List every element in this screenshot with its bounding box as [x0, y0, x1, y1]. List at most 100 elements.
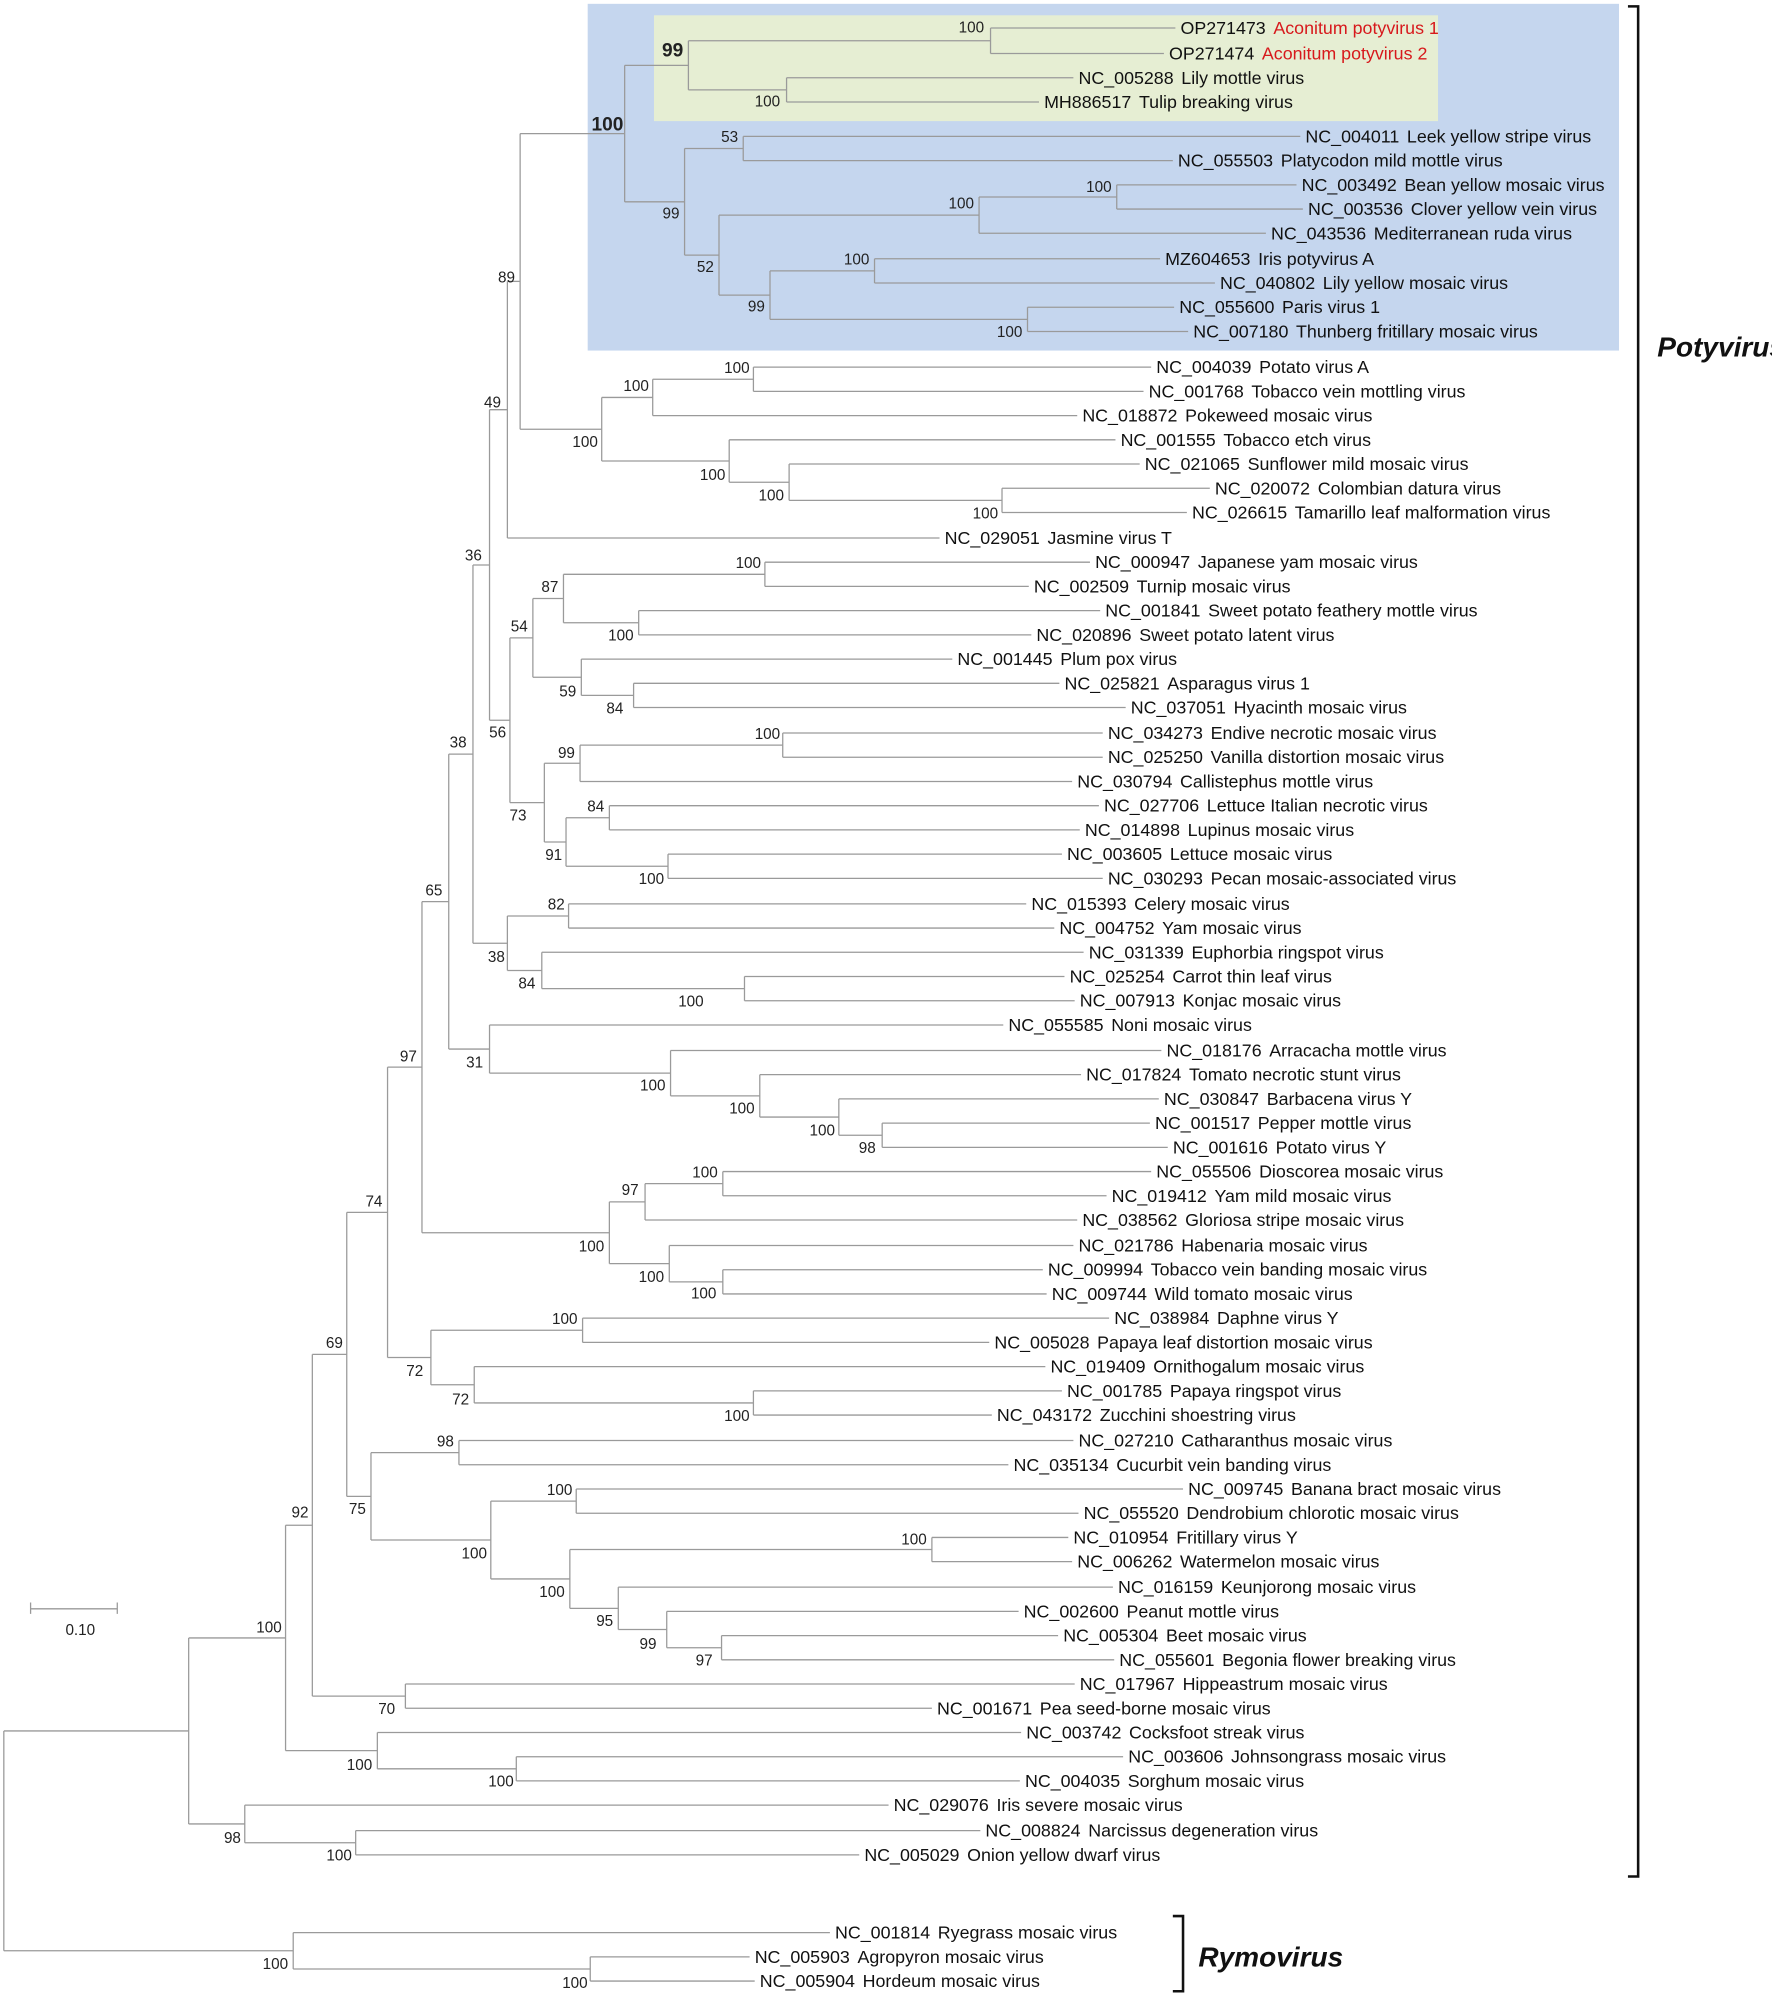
clade-label: Rymovirus: [1198, 1941, 1343, 1972]
accession: NC_001814: [835, 1923, 930, 1944]
virus-name: Platycodon mild mottle virus: [1281, 151, 1503, 171]
leaf-label: NC_055600 Paris virus 1: [1179, 297, 1380, 318]
virus-name: Papaya ringspot virus: [1170, 1381, 1342, 1401]
leaf-label: NC_034273 Endive necrotic mosaic virus: [1108, 723, 1437, 744]
virus-name: Aconitum potyvirus 1: [1273, 18, 1439, 38]
support-value: 87: [541, 579, 558, 596]
virus-name: Potato virus Y: [1276, 1137, 1387, 1157]
support-value: 74: [365, 1194, 382, 1211]
accession: NC_003742: [1026, 1722, 1121, 1743]
leaf-label: NC_027210 Catharanthus mosaic virus: [1078, 1431, 1392, 1452]
accession: OP271473: [1180, 18, 1265, 38]
support-value: 54: [511, 619, 528, 636]
leaf-label: NC_002509 Turnip mosaic virus: [1034, 576, 1291, 597]
support-value: 100: [959, 20, 985, 37]
accession: NC_055506: [1156, 1162, 1251, 1183]
accession: NC_043536: [1271, 223, 1366, 244]
virus-name: Iris severe mosaic virus: [996, 1795, 1182, 1815]
leaf-label: NC_003742 Cocksfoot streak virus: [1026, 1722, 1304, 1743]
support-value: 53: [721, 129, 738, 146]
support-value: 100: [552, 1311, 578, 1328]
support-value: 100: [973, 505, 999, 522]
accession: NC_015393: [1031, 894, 1126, 915]
leaf-label: NC_001785 Papaya ringspot virus: [1067, 1381, 1341, 1402]
virus-name: Konjac mosaic virus: [1183, 991, 1342, 1011]
virus-name: Callistephus mottle virus: [1180, 771, 1373, 791]
support-value: 73: [510, 807, 527, 824]
clade-label: Potyvirus: [1657, 331, 1772, 362]
leaf-label: NC_040802 Lily yellow mosaic virus: [1220, 273, 1508, 294]
leaf-label: NC_027706 Lettuce Italian necrotic virus: [1104, 796, 1428, 817]
accession: NC_030847: [1164, 1089, 1259, 1110]
support-value: 100: [724, 1408, 750, 1425]
virus-name: Wild tomato mosaic virus: [1155, 1284, 1353, 1304]
accession: NC_009994: [1048, 1260, 1143, 1281]
support-value: 72: [406, 1363, 423, 1380]
leaf-label: NC_004035 Sorghum mosaic virus: [1025, 1771, 1304, 1792]
virus-name: Endive necrotic mosaic virus: [1211, 723, 1437, 743]
leaf-label: NC_055506 Dioscorea mosaic virus: [1156, 1162, 1443, 1183]
leaf-label: NC_055601 Begonia flower breaking virus: [1119, 1650, 1456, 1671]
accession: NC_001671: [937, 1698, 1032, 1719]
accession: NC_001841: [1105, 601, 1200, 622]
clade-bracket: [1172, 1914, 1185, 1993]
support-value: 100: [810, 1122, 835, 1139]
support-value: 92: [292, 1505, 309, 1522]
accession: NC_018176: [1166, 1040, 1261, 1061]
leaf-label: NC_025250 Vanilla distortion mosaic virus: [1108, 747, 1444, 768]
leaf-label: NC_020896 Sweet potato latent virus: [1036, 625, 1334, 646]
virus-name: Aconitum potyvirus 2: [1262, 44, 1428, 64]
virus-name: Yam mosaic virus: [1162, 918, 1301, 938]
accession: NC_038984: [1114, 1308, 1209, 1329]
virus-name: Hordeum mosaic virus: [863, 1971, 1040, 1991]
virus-name: Zucchini shoestring virus: [1100, 1405, 1296, 1425]
accession: NC_019409: [1050, 1357, 1145, 1378]
support-value: 100: [591, 114, 623, 135]
virus-name: Carrot thin leaf virus: [1172, 967, 1332, 987]
leaf-label: NC_003492 Bean yellow mosaic virus: [1302, 175, 1605, 196]
accession: NC_020896: [1036, 625, 1131, 646]
accession: NC_008824: [985, 1821, 1080, 1842]
accession: NC_007913: [1080, 991, 1175, 1012]
accession: NC_010954: [1073, 1527, 1168, 1548]
leaf-label: NC_038984 Daphne virus Y: [1114, 1308, 1338, 1329]
virus-name: Daphne virus Y: [1217, 1308, 1339, 1328]
leaf-label: NC_001517 Pepper mottle virus: [1155, 1113, 1411, 1134]
virus-name: Tobacco vein mottling virus: [1251, 381, 1465, 401]
leaf-label: NC_029076 Iris severe mosaic virus: [894, 1795, 1183, 1816]
support-value: 91: [545, 847, 562, 864]
support-value: 100: [623, 378, 649, 395]
accession: NC_006262: [1077, 1552, 1172, 1573]
support-value: 56: [489, 725, 506, 742]
support-value: 36: [465, 547, 482, 564]
leaf-label: NC_004752 Yam mosaic virus: [1059, 918, 1301, 939]
virus-name: Peanut mottle virus: [1126, 1601, 1279, 1621]
virus-name: Tobacco vein banding mosaic virus: [1151, 1260, 1428, 1280]
accession: NC_055520: [1084, 1503, 1179, 1524]
support-value: 100: [347, 1757, 372, 1774]
support-value: 100: [700, 467, 726, 484]
leaf-label: NC_009994 Tobacco vein banding mosaic vir…: [1048, 1260, 1427, 1281]
leaf-label: NC_004011 Leek yellow stripe virus: [1305, 126, 1591, 147]
virus-name: Thunberg fritillary mosaic virus: [1296, 321, 1538, 341]
support-value: 100: [691, 1285, 717, 1302]
accession: OP271474: [1169, 44, 1254, 64]
support-value: 98: [224, 1830, 241, 1847]
virus-name: Bean yellow mosaic virus: [1404, 175, 1604, 195]
clade-bracket: [1627, 5, 1640, 1878]
leaf-label: NC_030794 Callistephus mottle virus: [1077, 771, 1373, 792]
virus-name: Narcissus degeneration virus: [1088, 1821, 1318, 1841]
accession: NC_029076: [894, 1795, 989, 1816]
leaf-label: NC_001814 Ryegrass mosaic virus: [835, 1923, 1117, 1944]
scale-bar: [29, 1602, 118, 1614]
accession: NC_002600: [1024, 1601, 1119, 1622]
virus-name: Ryegrass mosaic virus: [938, 1923, 1117, 1943]
support-value: 59: [559, 684, 576, 701]
leaf-label: NC_030293 Pecan mosaic-associated virus: [1108, 868, 1457, 889]
virus-name: Dioscorea mosaic virus: [1259, 1162, 1443, 1182]
support-value: 84: [606, 700, 623, 717]
leaf-label: NC_007913 Konjac mosaic virus: [1080, 991, 1341, 1012]
virus-name: Tobacco etch virus: [1223, 430, 1371, 450]
virus-name: Euphorbia ringspot virus: [1192, 942, 1384, 962]
support-value: 100: [488, 1774, 514, 1791]
